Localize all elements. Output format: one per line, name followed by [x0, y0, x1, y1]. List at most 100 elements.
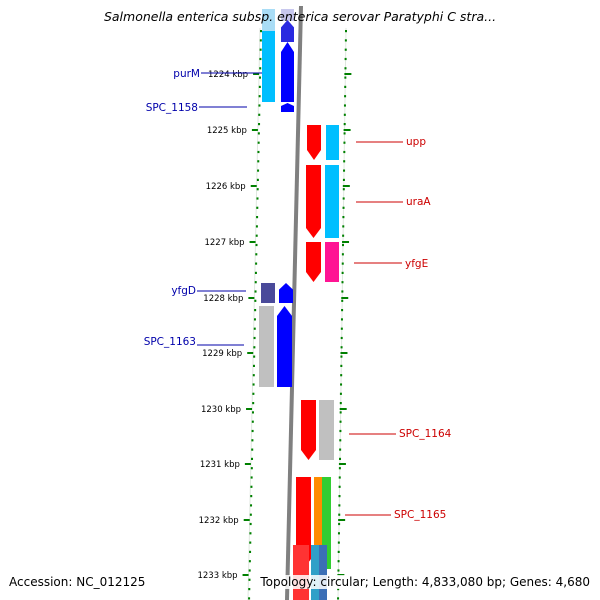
tick-dot-left [256, 178, 259, 181]
tick-dot-right [342, 225, 345, 228]
tick-dot-right [342, 188, 345, 191]
tick-dot-right [337, 569, 340, 572]
gene-label: SPC_1158 [146, 102, 198, 114]
tick-dot-left [259, 67, 262, 70]
tick-dot-left [256, 197, 259, 200]
gene-label: yfgE [405, 258, 428, 270]
tick-dot-left [249, 522, 252, 526]
cog-block [314, 477, 322, 569]
tick-dot-left [256, 188, 259, 191]
gene-label: SPC_1164 [399, 428, 452, 440]
cog-block [262, 31, 275, 102]
tick-dot-right [341, 262, 344, 265]
tick-dot-left [258, 123, 261, 126]
major-tick-left [242, 574, 249, 576]
cog-block [322, 477, 331, 569]
tick-dot-left [248, 560, 251, 563]
tick-dot-left [253, 327, 256, 330]
major-tick-left [253, 73, 260, 75]
tick-dot-left [253, 318, 256, 321]
tick-dot-left [253, 355, 256, 358]
tick-dot-right [338, 513, 341, 516]
tick-label: 1229 kbp [202, 349, 242, 359]
tick-dot-right [338, 467, 341, 470]
cog-block [281, 9, 294, 21]
tick-dot-left [254, 299, 257, 302]
tick-dot-right [338, 476, 341, 479]
tick-dot-left [251, 448, 254, 451]
tick-dot-left [252, 364, 255, 367]
major-tick-right [342, 241, 350, 243]
tick-dot-left [249, 513, 252, 516]
tick-dot-right [339, 411, 342, 414]
tick-dot-right [344, 95, 347, 98]
tick-dot-right [344, 39, 347, 42]
tick-dot-right [338, 504, 341, 507]
tick-dot-left [259, 76, 262, 79]
cog-block [326, 125, 339, 160]
tick-dot-left [250, 476, 253, 479]
major-tick-right [340, 352, 348, 354]
tick-dot-left [254, 271, 257, 274]
tick-dot-left [259, 39, 262, 42]
tick-dot-right [344, 57, 347, 61]
tick-label: 1228 kbp [203, 294, 243, 304]
tick-dot-left [254, 281, 257, 284]
tick-dot-right [343, 123, 346, 126]
major-tick-right [344, 73, 352, 75]
tick-dot-left [257, 169, 260, 172]
tick-dot-left [248, 569, 251, 572]
gene-arrow-forward [306, 242, 321, 282]
tick-dot-left [255, 243, 258, 247]
tick-dot-left [251, 429, 254, 433]
tick-dot-right [341, 299, 344, 302]
tick-dot-right [342, 206, 345, 209]
tick-dot-right [340, 355, 343, 358]
tick-dot-right [340, 383, 343, 386]
tick-dot-left [259, 57, 262, 61]
tick-dot-right [338, 495, 341, 498]
tick-dot-right [343, 141, 346, 144]
tick-dot-right [342, 243, 345, 247]
tick-dot-right [338, 485, 341, 488]
tick-dot-right [343, 113, 346, 116]
tick-label: 1227 kbp [204, 238, 244, 248]
tick-dot-right [339, 439, 342, 442]
tick-dot-left [254, 290, 257, 293]
map-title: Salmonella enterica subsp. enterica sero… [103, 9, 497, 24]
tick-dot-right [340, 374, 343, 377]
tick-dot-right [340, 327, 343, 330]
tick-label: 1230 kbp [201, 405, 241, 415]
cog-block [319, 400, 334, 460]
tick-dot-left [258, 113, 261, 116]
tick-dot-left [255, 234, 258, 237]
tick-dot-left [249, 541, 252, 544]
tick-dot-right [342, 234, 345, 237]
tick-dot-right [337, 550, 340, 553]
tick-dot-left [250, 495, 253, 498]
tick-dot-right [343, 160, 346, 163]
cog-block [311, 545, 319, 600]
cog-block [259, 306, 274, 387]
tick-dot-left [258, 85, 261, 88]
tick-dot-right [340, 318, 343, 321]
tick-dot-right [341, 309, 344, 312]
gene-arrow-forward [307, 125, 321, 160]
gene-arrow-forward [306, 165, 321, 238]
tick-dot-right [337, 532, 340, 535]
genome-backbone [285, 5, 303, 600]
tick-dot-right [342, 216, 345, 219]
tick-dot-left [258, 95, 261, 98]
major-tick-right [338, 519, 346, 521]
tick-dot-right [344, 48, 347, 51]
tick-dot-left [258, 104, 261, 107]
tick-dot-left [253, 336, 256, 340]
tick-dot-left [259, 48, 262, 51]
tick-dot-left [251, 457, 254, 460]
tick-dot-left [248, 597, 251, 600]
major-tick-right [343, 129, 351, 131]
tick-dot-right [343, 104, 346, 107]
tick-dot-left [248, 578, 251, 581]
